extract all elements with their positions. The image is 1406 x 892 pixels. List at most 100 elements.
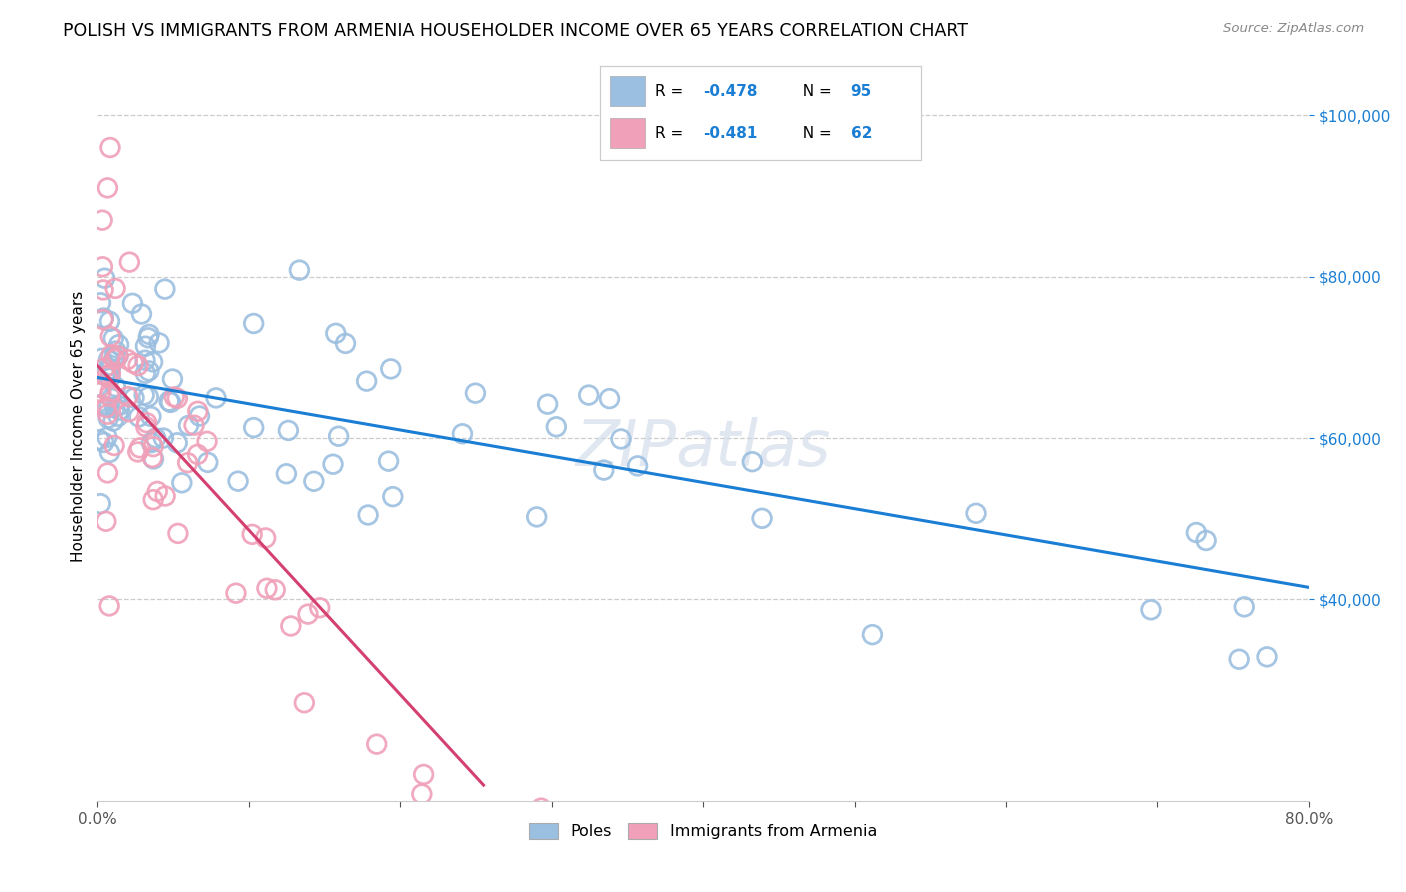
Point <box>90 385 112 400</box>
Point <box>96 181 118 195</box>
Point <box>157 394 180 409</box>
Point <box>127 359 149 373</box>
Point <box>101 414 124 428</box>
Point <box>142 355 165 369</box>
Point <box>464 386 486 401</box>
Point <box>226 474 249 488</box>
Point <box>322 457 344 471</box>
Point <box>100 348 122 362</box>
Point <box>135 419 157 434</box>
Point <box>96 401 118 415</box>
Point <box>146 484 169 499</box>
Point <box>93 435 115 450</box>
Text: Source: ZipAtlas.com: Source: ZipAtlas.com <box>1223 22 1364 36</box>
Legend: Poles, Immigrants from Armenia: Poles, Immigrants from Armenia <box>523 816 883 846</box>
Point <box>128 409 150 424</box>
Point <box>98 362 121 376</box>
Point <box>134 353 156 368</box>
Point <box>280 619 302 633</box>
Point <box>302 475 325 489</box>
Point <box>381 490 404 504</box>
Point <box>122 356 145 370</box>
Point <box>91 312 114 326</box>
Point <box>153 282 176 296</box>
Point <box>100 359 122 373</box>
Point <box>176 456 198 470</box>
Point <box>104 344 127 359</box>
Point <box>148 335 170 350</box>
Point <box>89 398 111 412</box>
Point <box>328 429 350 443</box>
Point <box>536 397 558 411</box>
Point <box>159 395 181 409</box>
Point <box>98 389 121 403</box>
Point <box>97 352 120 367</box>
Point <box>522 823 544 838</box>
Point <box>118 405 141 419</box>
Point <box>578 388 600 402</box>
Point <box>187 447 209 461</box>
Point <box>599 392 621 406</box>
Point <box>357 508 380 522</box>
Point <box>153 489 176 503</box>
Point <box>1256 649 1278 664</box>
Point <box>127 445 149 459</box>
Point <box>377 454 399 468</box>
Point <box>592 463 614 477</box>
Point <box>138 390 160 404</box>
Point <box>288 263 311 277</box>
Point <box>97 401 120 415</box>
Point <box>526 509 548 524</box>
Point <box>94 368 117 383</box>
Point <box>96 369 118 384</box>
Point <box>162 372 184 386</box>
Point <box>89 295 111 310</box>
Point <box>93 360 115 375</box>
Point <box>98 329 121 343</box>
Point <box>134 388 156 402</box>
Point <box>254 531 277 545</box>
Point <box>195 434 218 449</box>
Point <box>626 458 648 473</box>
Point <box>242 317 264 331</box>
Point <box>142 440 165 454</box>
Point <box>965 506 987 520</box>
Point <box>89 380 111 394</box>
Point <box>98 445 121 459</box>
Point <box>225 586 247 600</box>
Point <box>145 431 167 445</box>
Point <box>98 599 121 613</box>
Point <box>96 466 118 480</box>
Point <box>121 296 143 310</box>
Point <box>451 426 474 441</box>
Point <box>107 349 129 363</box>
Point <box>256 582 278 596</box>
Point <box>91 260 114 274</box>
Point <box>183 418 205 433</box>
Point <box>166 392 188 406</box>
Point <box>356 374 378 388</box>
Point <box>467 880 489 892</box>
Point <box>107 349 129 363</box>
Point <box>170 475 193 490</box>
Point <box>240 527 263 541</box>
Point <box>142 492 165 507</box>
Point <box>122 391 145 405</box>
Point <box>325 326 347 341</box>
Point <box>411 787 433 801</box>
Point <box>104 352 127 367</box>
Point <box>297 607 319 621</box>
Point <box>128 441 150 455</box>
Point <box>117 352 139 367</box>
Point <box>98 140 121 154</box>
Point <box>104 281 127 295</box>
Point <box>862 627 884 641</box>
Point <box>530 801 553 815</box>
Point <box>96 430 118 444</box>
Point <box>741 455 763 469</box>
Point <box>108 403 131 417</box>
Point <box>139 409 162 424</box>
Y-axis label: Householder Income Over 65 years: Householder Income Over 65 years <box>72 290 86 562</box>
Point <box>546 419 568 434</box>
Point <box>142 452 165 467</box>
